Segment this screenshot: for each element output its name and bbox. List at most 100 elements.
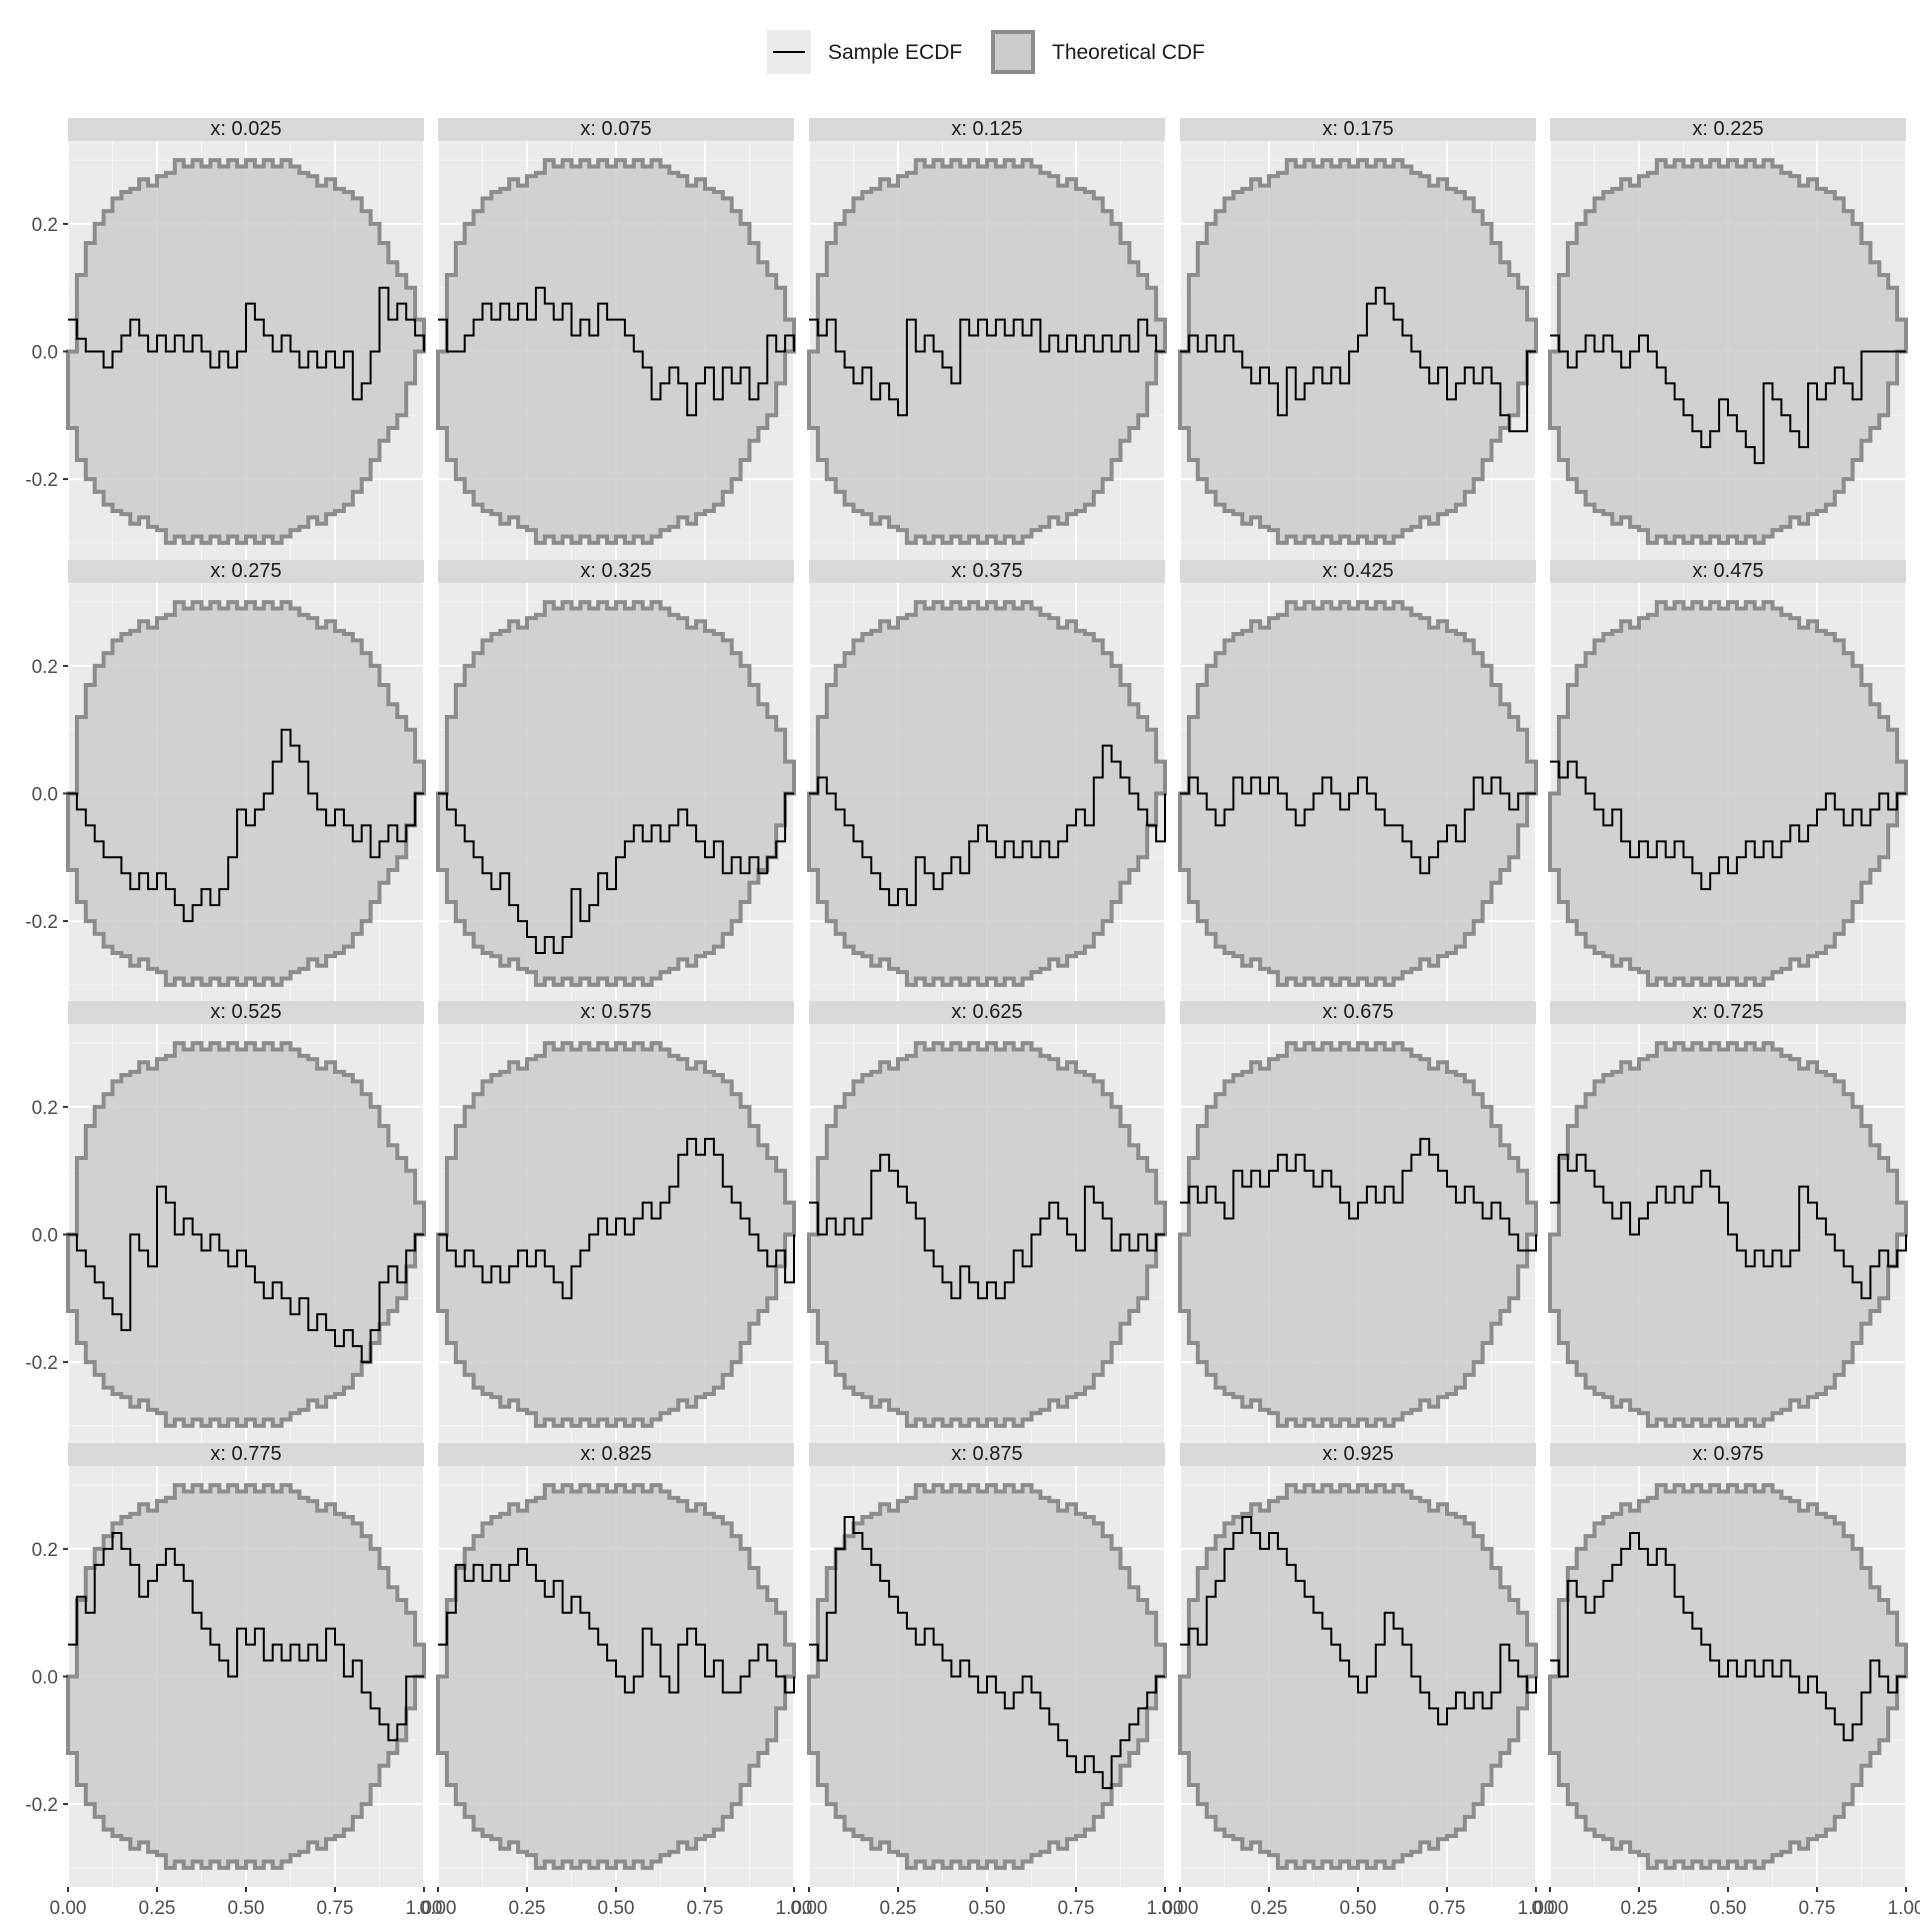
facet-panel: x: 0.475 xyxy=(1548,560,1908,1004)
legend-label-sample-ecdf: Sample ECDF xyxy=(828,41,962,64)
x-tick-label: 0.50 xyxy=(598,1898,635,1919)
facet-strip xyxy=(809,118,1165,141)
facet-strip-label: x: 0.675 xyxy=(1322,1001,1393,1023)
facet-strip-label: x: 0.025 xyxy=(210,118,281,140)
facet-strip-label: x: 0.325 xyxy=(580,560,651,582)
facet-strip-label: x: 0.725 xyxy=(1692,1001,1763,1023)
facet-strip xyxy=(1550,1443,1906,1466)
x-tick-label: 0.25 xyxy=(139,1898,176,1919)
facet-strip-label: x: 0.125 xyxy=(951,118,1022,140)
facet-panel: x: 0.925 0.00 0.25 0.50 0.75 1.00 xyxy=(1162,1443,1555,1919)
x-tick-label: 0.50 xyxy=(969,1898,1006,1919)
sample-ecdf-line xyxy=(1550,760,1906,891)
facet-panel: x: 0.625 xyxy=(807,1001,1167,1445)
facet-strip xyxy=(1550,1001,1906,1024)
facet-strip-label: x: 0.425 xyxy=(1322,560,1393,582)
facet-strip-label: x: 0.875 xyxy=(951,1443,1022,1465)
facet-panel: x: 0.975 0.00 0.25 0.50 0.75 1.00 xyxy=(1532,1443,1920,1919)
facet-strip xyxy=(809,1443,1165,1466)
sample-ecdf-line xyxy=(1180,1137,1537,1252)
facet-strip-label: x: 0.825 xyxy=(580,1443,651,1465)
x-tick-label: 0.00 xyxy=(1532,1898,1569,1919)
sample-ecdf-line xyxy=(1550,1531,1906,1742)
x-tick-label: 1.00 xyxy=(1147,1898,1184,1919)
x-tick-label: 0.75 xyxy=(1058,1898,1095,1919)
x-tick-label: 0.00 xyxy=(1162,1898,1199,1919)
y-tick-label: 0.2 xyxy=(32,215,58,236)
y-tick-label: 0.2 xyxy=(32,1098,58,1119)
facet-strip-label: x: 0.925 xyxy=(1322,1443,1393,1465)
facet-panel: x: 0.025 0.2 0.0 -0.2 xyxy=(25,118,426,562)
x-tick-label: 0.75 xyxy=(687,1898,724,1919)
y-tick-label: 0.0 xyxy=(32,343,58,364)
facet-strip xyxy=(438,1443,794,1466)
x-tick-label: 0.75 xyxy=(1429,1898,1466,1919)
facet-strip-label: x: 0.575 xyxy=(580,1001,651,1023)
legend: Sample ECDF Theoretical CDF xyxy=(767,30,1205,74)
x-tick-label: 1.00 xyxy=(1518,1898,1555,1919)
facet-strip-label: x: 0.625 xyxy=(951,1001,1022,1023)
y-tick-label: -0.2 xyxy=(25,1353,58,1374)
x-tick-label: 0.50 xyxy=(228,1898,265,1919)
legend-key-band xyxy=(991,30,1035,74)
facet-strip xyxy=(438,118,794,141)
facet-strip xyxy=(68,560,424,583)
facet-strip-label: x: 0.275 xyxy=(210,560,281,582)
x-tick-label: 0.50 xyxy=(1710,1898,1747,1919)
facet-panel: x: 0.175 xyxy=(1178,118,1538,562)
x-tick-label: 0.25 xyxy=(1251,1898,1288,1919)
legend-label-theoretical-cdf: Theoretical CDF xyxy=(1052,41,1205,64)
facet-strip xyxy=(68,1001,424,1024)
sample-ecdf-line xyxy=(809,744,1166,907)
x-tick-label: 0.00 xyxy=(420,1898,457,1919)
facet-strip-label: x: 0.525 xyxy=(210,1001,281,1023)
sample-ecdf-line xyxy=(809,1516,1165,1790)
y-tick-label: -0.2 xyxy=(25,470,58,491)
sample-ecdf-line xyxy=(809,1153,1165,1300)
facet-panel: x: 0.425 xyxy=(1178,560,1538,1004)
facet-strip-label: x: 0.175 xyxy=(1322,118,1393,140)
sample-ecdf-line xyxy=(1180,1516,1537,1726)
facet-strip xyxy=(68,118,424,141)
facet-panel: x: 0.575 xyxy=(436,1001,796,1445)
facet-strip-label: x: 0.975 xyxy=(1692,1443,1763,1465)
facet-panel: x: 0.275 0.2 0.0 -0.2 xyxy=(25,560,426,1004)
facet-panel: x: 0.825 0.00 0.25 0.50 0.75 1.00 xyxy=(420,1443,812,1919)
panel-grid: x: 0.025 0.2 0.0 -0.2 x: 0.075 x: 0.125 x: 0.1… xyxy=(25,118,1920,1919)
sample-ecdf-line xyxy=(809,318,1165,417)
sample-ecdf-line xyxy=(1180,286,1536,433)
facet-strip xyxy=(809,560,1165,583)
sample-ecdf-line xyxy=(438,792,794,954)
sample-ecdf-line xyxy=(438,1137,795,1300)
x-tick-label: 0.50 xyxy=(1340,1898,1377,1919)
sample-ecdf-line xyxy=(68,1531,424,1742)
x-tick-label: 0.25 xyxy=(509,1898,546,1919)
facet-strip xyxy=(438,560,794,583)
facet-strip-label: x: 0.225 xyxy=(1692,118,1763,140)
facet-panel: x: 0.075 xyxy=(436,118,796,562)
sample-ecdf-line xyxy=(1550,334,1906,465)
sample-ecdf-line xyxy=(438,1547,795,1694)
x-tick-label: 0.75 xyxy=(317,1898,354,1919)
y-tick-label: 0.2 xyxy=(32,1540,58,1561)
facet-panel: x: 0.725 xyxy=(1548,1001,1908,1445)
y-tick-label: -0.2 xyxy=(25,1795,58,1816)
facet-strip xyxy=(1180,560,1536,583)
facet-panel: x: 0.375 xyxy=(807,560,1167,1004)
facet-panel: x: 0.875 0.00 0.25 0.50 0.75 1.00 xyxy=(791,1443,1184,1919)
facet-strip-label: x: 0.775 xyxy=(210,1443,281,1465)
sample-ecdf-line xyxy=(68,728,424,923)
facet-panel: x: 0.325 xyxy=(436,560,796,1004)
y-tick-label: 0.2 xyxy=(32,657,58,678)
sample-ecdf-line xyxy=(68,1185,424,1364)
x-tick-label: 0.00 xyxy=(50,1898,87,1919)
facet-strip xyxy=(1550,118,1906,141)
facet-panel: x: 0.125 xyxy=(807,118,1167,562)
facet-strip-label: x: 0.475 xyxy=(1692,560,1763,582)
x-tick-label: 0.00 xyxy=(791,1898,828,1919)
facet-strip xyxy=(1180,118,1536,141)
x-tick-label: 1.00 xyxy=(406,1898,443,1919)
facet-panel: x: 0.775 0.2 0.0 -0.2 0.00 0.25 0.50 0.75 1.00 xyxy=(25,1443,442,1919)
facet-strip-label: x: 0.075 xyxy=(580,118,651,140)
